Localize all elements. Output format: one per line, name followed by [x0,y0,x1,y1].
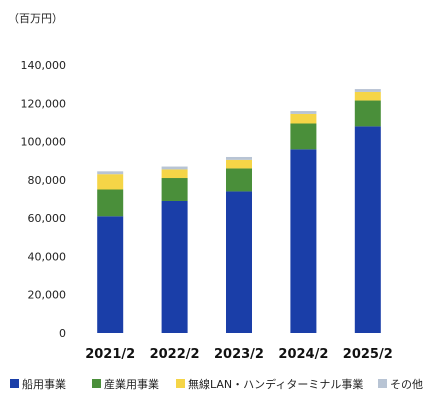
y-tick-label: 140,000 [21,59,67,72]
x-tick-label: 2021/2 [85,347,135,362]
bar-segment-1-1 [97,216,124,333]
bar-segment-1-5 [354,126,381,333]
bar-segment-1-4 [290,149,317,333]
x-tick-label: 2022/2 [150,347,200,362]
bar-segment-3-3 [226,159,252,169]
bar-segment-2-1 [97,189,124,217]
legend-label-2: 産業用事業 [104,378,159,391]
bars-group [97,89,381,333]
legend: 船用事業 産業用事業 無線LAN・ハンディターミナル事業 その他 [10,377,423,391]
legend-swatch-1 [10,379,19,388]
x-tick-label: 2025/2 [343,347,393,362]
bar-segment-3-2 [161,169,188,179]
y-tick-label: 40,000 [28,250,67,263]
bar-segment-2-2 [161,178,188,201]
bar-segment-4-3 [226,156,252,160]
bar-segment-3-4 [290,113,317,124]
bar-segment-4-5 [354,89,381,92]
y-tick-label: 80,000 [28,174,67,187]
legend-swatch-4 [378,379,387,388]
x-axis-labels: 2021/2 2022/2 2023/2 2024/2 2025/2 [85,347,393,362]
bar-segment-3-1 [97,174,124,190]
legend-swatch-3 [176,379,185,388]
y-axis-labels: 0 20,000 40,000 60,000 80,000 100,000 120,000 1… [21,59,67,340]
bar-segment-1-3 [226,191,252,333]
y-tick-label: 0 [59,327,66,340]
y-tick-label: 20,000 [28,289,67,302]
bar-segment-2-3 [226,168,252,192]
legend-label-3: 無線LAN・ハンディターミナル事業 [188,377,363,391]
legend-swatch-2 [92,379,101,388]
x-tick-label: 2023/2 [214,347,264,362]
bar-segment-3-5 [354,91,381,101]
bar-segment-4-1 [97,171,124,175]
y-tick-label: 120,000 [21,97,67,110]
y-tick-label: 100,000 [21,136,67,149]
legend-label-1: 船用事業 [22,377,66,391]
unit-label: （百万円） [8,12,63,25]
bar-segment-2-5 [354,100,381,127]
bar-segment-4-2 [161,166,188,170]
x-tick-label: 2024/2 [278,347,328,362]
bar-segment-4-4 [290,111,317,114]
legend-label-4: その他 [390,378,423,391]
bar-segment-2-4 [290,123,317,150]
y-tick-label: 60,000 [28,212,67,225]
bar-segment-1-2 [161,200,188,333]
